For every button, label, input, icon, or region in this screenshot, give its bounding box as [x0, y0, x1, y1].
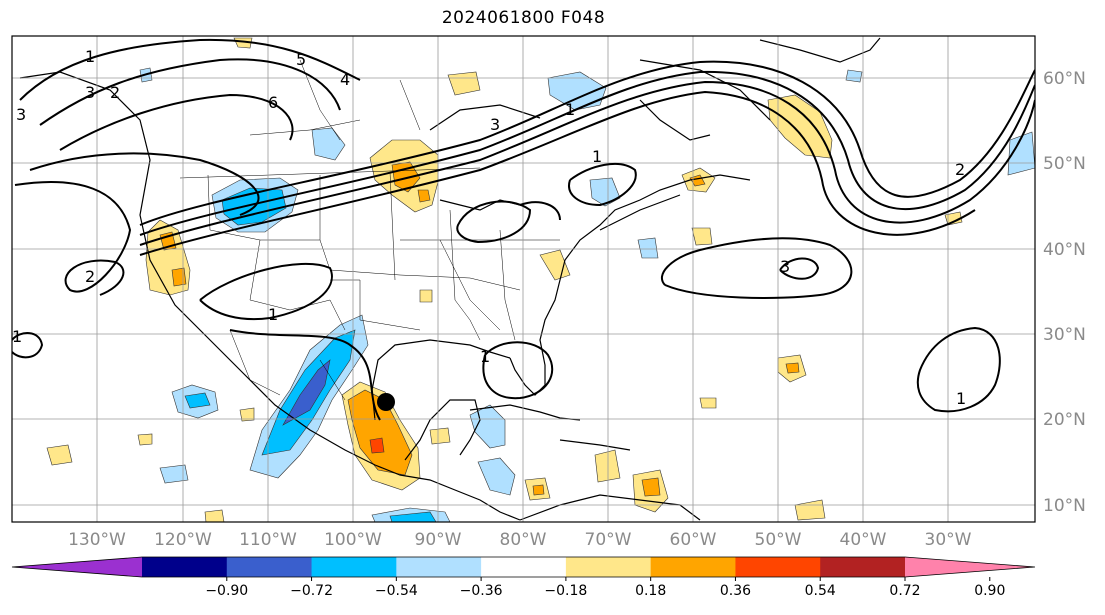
borders	[179, 59, 560, 401]
lat-label: 60°N	[1043, 69, 1086, 89]
lat-label: 30°N	[1043, 325, 1086, 345]
colorbar-tick-label: 0.90	[974, 583, 1005, 599]
colorbar-tick-label: −0.72	[290, 583, 333, 599]
contour-value-labels: 1 2 3 4 5 6 1 1 3 2 3 2 1 1 1 1 3	[12, 47, 966, 408]
colorbar-bin	[142, 557, 228, 577]
lon-label: 110°W	[239, 530, 297, 550]
lat-label: 40°N	[1043, 240, 1086, 260]
contour-label: 1	[592, 147, 602, 166]
lon-label: 50°W	[755, 530, 802, 550]
contour-label: 3	[780, 257, 790, 276]
contour-label: 2	[955, 160, 965, 179]
colorbar-bin	[735, 557, 821, 577]
storm-center-dot	[377, 393, 395, 411]
coastlines	[19, 37, 881, 521]
contour-label: 3	[16, 105, 26, 124]
colorbar-tick-label: 0.54	[805, 583, 836, 599]
colorbar-bin	[650, 557, 736, 577]
colorbar-extension-low	[12, 557, 142, 577]
colorbar-bin	[820, 557, 906, 577]
contour-label: 4	[340, 70, 350, 89]
lon-label: 130°W	[68, 530, 126, 550]
longitude-labels: 130°W 120°W 110°W 100°W 90°W 80°W 70°W 6…	[68, 530, 972, 550]
colorbar-bin	[226, 557, 313, 577]
colorbar-tick-label: 0.36	[720, 583, 751, 599]
lon-label: 40°W	[840, 530, 887, 550]
contour-label: 1	[268, 305, 278, 324]
contour-label: 5	[296, 50, 306, 69]
contour-label: 6	[268, 93, 278, 112]
lon-label: 80°W	[500, 530, 547, 550]
map-title: 2024061800 F048	[441, 8, 606, 28]
contour-label: 3	[490, 115, 500, 134]
map-frame	[11, 35, 1036, 523]
lon-label: 70°W	[585, 530, 632, 550]
contour-lines	[12, 38, 1035, 421]
colorbar-tick-label: −0.36	[460, 583, 503, 599]
contour-label: 2	[110, 83, 120, 102]
lat-label: 20°N	[1043, 410, 1086, 430]
contour-label: 1	[12, 327, 22, 346]
lon-label: 100°W	[324, 530, 382, 550]
colorbar-bin	[565, 557, 652, 577]
lon-label: 90°W	[415, 530, 462, 550]
colorbar-tick-label: 0.18	[635, 583, 666, 599]
contour-label: 1	[956, 389, 966, 408]
graticule	[12, 36, 1035, 522]
lon-label: 30°W	[925, 530, 972, 550]
colorbar-tick-label: −0.54	[375, 583, 418, 599]
lon-label: 60°W	[670, 530, 717, 550]
colorbar-bin	[311, 557, 397, 577]
colorbar-extension-high	[905, 557, 1035, 577]
anomaly-shading	[46, 37, 1035, 522]
lat-label: 50°N	[1043, 154, 1086, 174]
contour-label: 2	[85, 267, 95, 286]
lon-label: 120°W	[154, 530, 212, 550]
colorbar-bin	[481, 557, 567, 577]
latitude-labels: 60°N 50°N 40°N 30°N 20°N 10°N	[1043, 69, 1086, 516]
colorbar-tick-label: −0.90	[205, 583, 248, 599]
colorbar: −0.90 −0.72 −0.54 −0.36 −0.18 0.18 0.36 0.54 0.7…	[11, 556, 1036, 599]
contour-label: 1	[85, 47, 95, 66]
colorbar-tick-label: 0.72	[889, 583, 920, 599]
contour-label: 1	[565, 100, 575, 119]
contour-label: 1	[480, 347, 490, 366]
colorbar-outline	[11, 556, 1036, 578]
lat-label: 10°N	[1043, 496, 1086, 516]
colorbar-bin	[396, 557, 482, 577]
contour-label: 3	[85, 83, 95, 102]
colorbar-tick-label: −0.18	[544, 583, 587, 599]
